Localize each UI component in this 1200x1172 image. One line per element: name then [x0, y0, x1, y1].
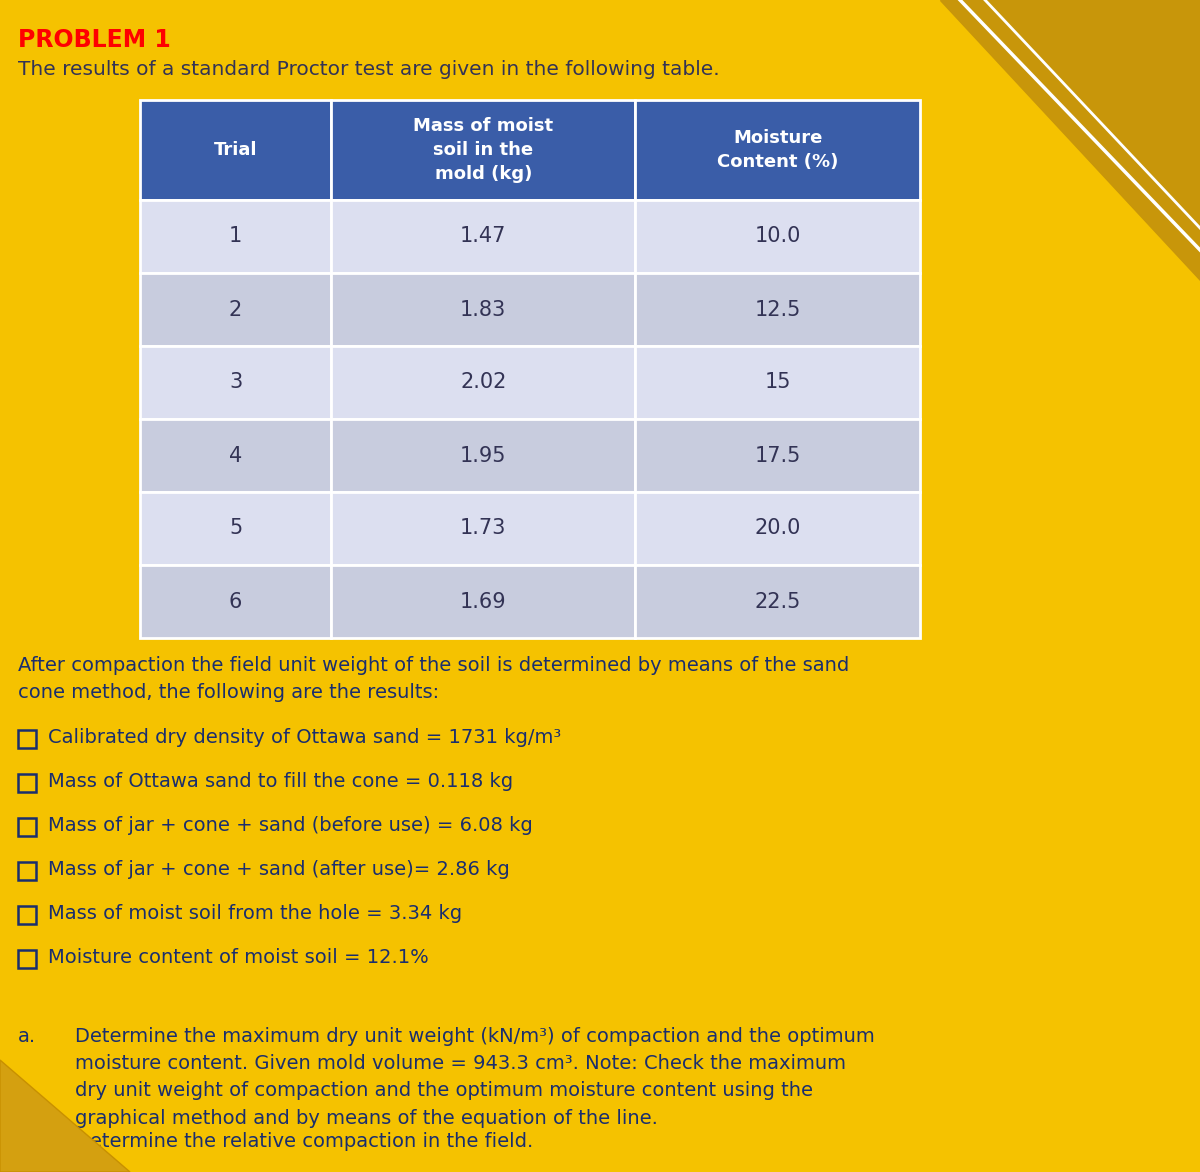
Bar	[635, 420, 920, 492]
Text: Moisture content of moist soil = 12.1%: Moisture content of moist soil = 12.1%	[48, 948, 428, 967]
Text: 20.0: 20.0	[755, 518, 800, 538]
Text: b.: b.	[18, 1132, 37, 1151]
Text: 1: 1	[229, 226, 242, 246]
Bar	[18, 774, 36, 792]
Text: The results of a standard Proctor test are given in the following table.: The results of a standard Proctor test a…	[18, 60, 720, 79]
Text: Mass of moist
soil in the
mold (kg): Mass of moist soil in the mold (kg)	[413, 117, 553, 183]
Text: 5: 5	[229, 518, 242, 538]
Bar	[331, 565, 635, 638]
Text: 4: 4	[229, 445, 242, 465]
Text: 6: 6	[229, 592, 242, 612]
Text: 1.95: 1.95	[460, 445, 506, 465]
Text: Mass of Ottawa sand to fill the cone = 0.118 kg: Mass of Ottawa sand to fill the cone = 0…	[48, 772, 514, 791]
Bar	[331, 346, 635, 420]
Text: 1.83: 1.83	[460, 300, 506, 320]
Bar	[140, 100, 331, 200]
Bar	[140, 492, 331, 565]
Text: 1.69: 1.69	[460, 592, 506, 612]
Text: 2.02: 2.02	[460, 373, 506, 393]
Bar	[140, 273, 331, 346]
Bar	[331, 200, 635, 273]
Text: 15: 15	[764, 373, 791, 393]
Text: 1.47: 1.47	[460, 226, 506, 246]
Bar	[635, 200, 920, 273]
Text: 10.0: 10.0	[755, 226, 800, 246]
Bar	[635, 346, 920, 420]
Bar	[140, 565, 331, 638]
Text: a.: a.	[18, 1027, 36, 1045]
Text: Mass of jar + cone + sand (before use) = 6.08 kg: Mass of jar + cone + sand (before use) =…	[48, 816, 533, 834]
Text: 2: 2	[229, 300, 242, 320]
Bar	[18, 906, 36, 924]
Text: 3: 3	[229, 373, 242, 393]
Bar	[18, 950, 36, 968]
Text: 1.73: 1.73	[460, 518, 506, 538]
Text: Determine the maximum dry unit weight (kN/m³) of compaction and the optimum
mois: Determine the maximum dry unit weight (k…	[74, 1027, 875, 1127]
Text: 22.5: 22.5	[755, 592, 800, 612]
Text: Mass of moist soil from the hole = 3.34 kg: Mass of moist soil from the hole = 3.34 …	[48, 904, 462, 924]
Bar	[635, 273, 920, 346]
Bar	[18, 818, 36, 836]
Bar	[331, 420, 635, 492]
Text: 17.5: 17.5	[755, 445, 800, 465]
Bar	[635, 565, 920, 638]
Text: Calibrated dry density of Ottawa sand = 1731 kg/m³: Calibrated dry density of Ottawa sand = …	[48, 728, 562, 747]
Text: After compaction the field unit weight of the soil is determined by means of the: After compaction the field unit weight o…	[18, 656, 850, 702]
Polygon shape	[0, 1059, 130, 1172]
Bar	[331, 492, 635, 565]
Text: PROBLEM 1: PROBLEM 1	[18, 28, 170, 52]
Text: Trial: Trial	[214, 141, 257, 159]
Bar	[635, 100, 920, 200]
Polygon shape	[940, 0, 1200, 280]
Text: Moisture
Content (%): Moisture Content (%)	[716, 129, 839, 171]
Bar	[140, 420, 331, 492]
Bar	[140, 200, 331, 273]
Bar	[18, 861, 36, 880]
Bar	[635, 492, 920, 565]
Bar	[140, 346, 331, 420]
Text: Determine the relative compaction in the field.: Determine the relative compaction in the…	[74, 1132, 533, 1151]
Bar	[331, 100, 635, 200]
Bar	[18, 730, 36, 748]
Bar	[331, 273, 635, 346]
Text: Mass of jar + cone + sand (after use)= 2.86 kg: Mass of jar + cone + sand (after use)= 2…	[48, 860, 510, 879]
Text: 12.5: 12.5	[755, 300, 800, 320]
